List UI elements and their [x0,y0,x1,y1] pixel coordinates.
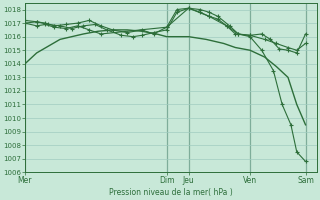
X-axis label: Pression niveau de la mer( hPa ): Pression niveau de la mer( hPa ) [109,188,233,197]
